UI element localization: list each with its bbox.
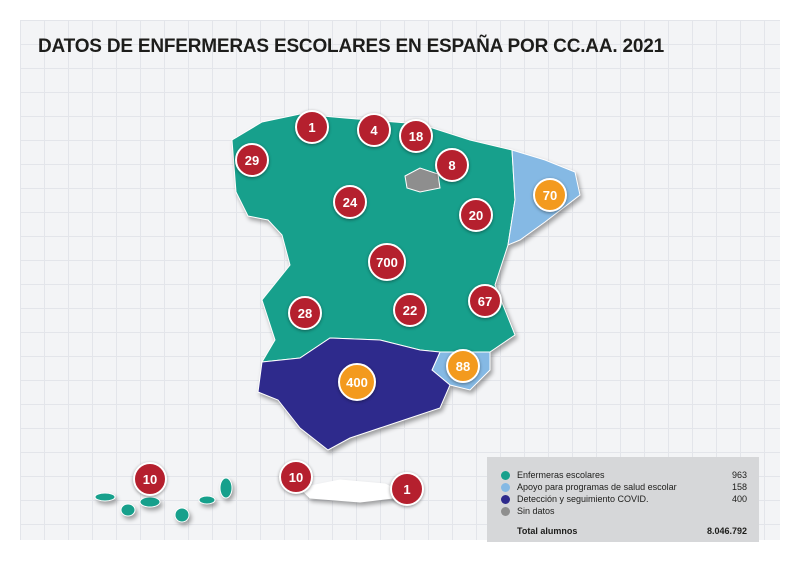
value-marker: 88 [446,349,480,383]
value-marker: 24 [333,185,367,219]
value-marker: 28 [288,296,322,330]
legend-total: Total alumnos 8.046.792 [517,526,747,536]
legend-value: 963 [731,470,747,480]
legend-value: 158 [731,482,747,492]
value-marker: 29 [235,143,269,177]
value-marker: 10 [279,460,313,494]
value-marker: 18 [399,119,433,153]
lightblue-dot-icon [501,482,510,492]
teal-dot-icon [501,470,510,480]
value-marker: 1 [390,472,424,506]
page-title: DATOS DE ENFERMERAS ESCOLARES EN ESPAÑA … [38,36,664,57]
value-marker: 4 [357,113,391,147]
value-marker: 700 [368,243,406,281]
value-marker: 20 [459,198,493,232]
value-marker: 1 [295,110,329,144]
legend-item-sin-datos: Sin datos [501,506,747,516]
value-marker: 10 [133,462,167,496]
region-enfermeras [231,113,516,363]
darkblue-dot-icon [501,494,510,504]
legend-label: Apoyo para programas de salud escolar [517,482,677,492]
total-label: Total alumnos [517,526,578,536]
legend: Enfermeras escolares 963 Apoyo para prog… [487,457,759,542]
legend-item-covid: Detección y seguimiento COVID. 400 [501,494,747,504]
region-canarias [94,477,233,523]
gray-dot-icon [501,506,510,516]
legend-item-enfermeras: Enfermeras escolares 963 [501,470,747,480]
value-marker: 22 [393,293,427,327]
legend-value: 400 [731,494,747,504]
value-marker: 67 [468,284,502,318]
legend-label: Enfermeras escolares [517,470,605,480]
legend-label: Sin datos [517,506,555,516]
legend-label: Detección y seguimiento COVID. [517,494,649,504]
value-marker: 70 [533,178,567,212]
value-marker: 8 [435,148,469,182]
value-marker: 400 [338,363,376,401]
total-value: 8.046.792 [706,526,747,536]
legend-item-apoyo: Apoyo para programas de salud escolar 15… [501,482,747,492]
region-sin-datos-rioja [404,167,441,193]
